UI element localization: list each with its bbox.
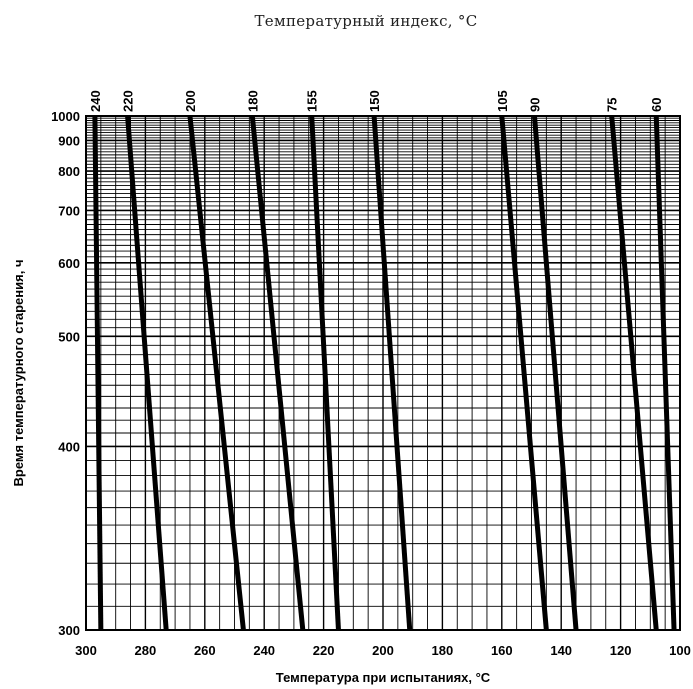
series-line-150 [371,115,413,631]
series-label-180: 180 [245,90,260,112]
y-tick-label: 600 [58,256,80,271]
series-label-90: 90 [527,98,542,112]
series-line-240 [92,115,104,631]
series-label-155: 155 [305,90,320,112]
x-tick-label: 300 [75,643,97,658]
x-tick-label: 120 [610,643,632,658]
y-tick-label: 1000 [51,109,80,124]
y-tick-label: 900 [58,133,80,148]
x-tick-label: 280 [135,643,157,658]
series-label-200: 200 [183,90,198,112]
plot-frame [85,115,681,631]
x-tick-label: 260 [194,643,216,658]
series-label-220: 220 [121,90,136,112]
x-axis-label: Температура при испытаниях, °C [276,670,491,685]
y-tick-label: 800 [58,164,80,179]
x-tick-label: 200 [372,643,394,658]
x-tick-label: 140 [550,643,572,658]
y-tick-label: 300 [58,623,80,638]
series-line-180 [249,115,306,631]
chart-title: Температурный индекс, °C [255,12,478,30]
y-tick-labels: 300 400 500 600 700 800 900 1000 [51,109,80,638]
series-line-200 [187,115,246,631]
series-line-220 [125,115,169,631]
series-line-90 [531,115,579,631]
y-tick-label: 700 [58,203,80,218]
y-tick-label: 500 [58,329,80,344]
x-tick-label: 100 [669,643,691,658]
series-label-240: 240 [88,90,103,112]
series-lines [92,115,677,631]
y-axis-label: Время температурного старения, ч [11,260,26,487]
series-label-105: 105 [495,90,510,112]
series-line-105 [499,115,549,631]
series-label-75: 75 [605,98,620,112]
x-tick-labels: 300 280 260 240 220 200 180 160 140 120 100 [75,643,691,658]
series-line-75 [609,115,659,631]
series-line-60 [653,115,677,631]
series-line-155 [309,115,341,631]
x-tick-label: 240 [253,643,275,658]
y-tick-label: 400 [58,439,80,454]
series-label-150: 150 [367,90,382,112]
x-tick-label: 160 [491,643,513,658]
plot-border [85,115,681,631]
series-labels: 240 220 200 180 155 150 105 90 75 60 [88,90,664,112]
series-label-60: 60 [649,98,664,112]
grid [85,115,681,631]
x-tick-label: 220 [313,643,335,658]
x-tick-label: 180 [432,643,454,658]
